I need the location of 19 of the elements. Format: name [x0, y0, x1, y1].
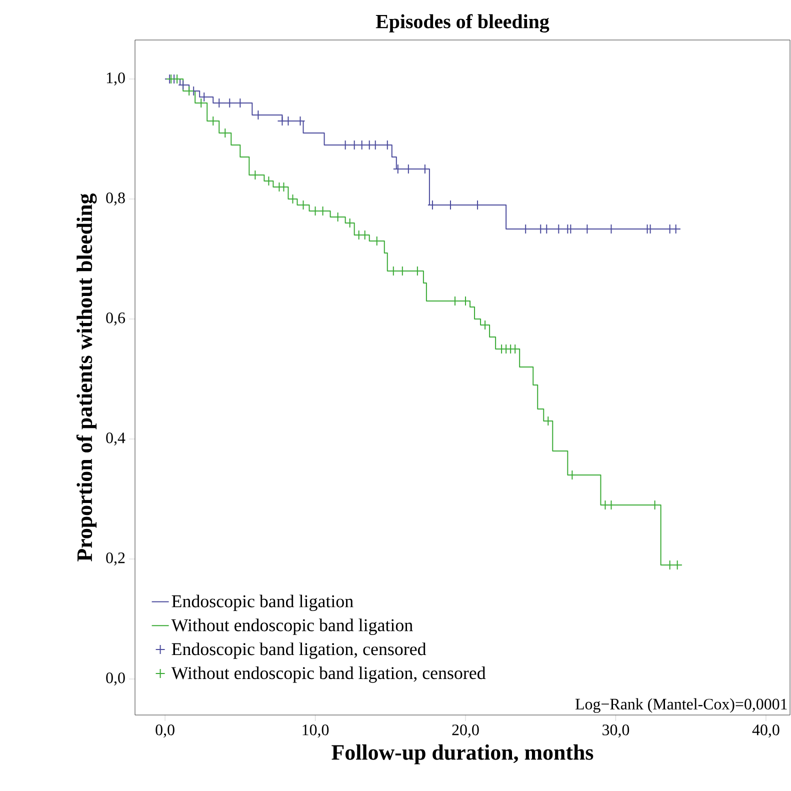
y-axis-title: Proportion of patients without bleeding: [76, 193, 97, 562]
x-tick-label: 0,0: [156, 724, 174, 738]
legend-label: Endoscopic band ligation, censored: [172, 642, 426, 659]
y-tick-label: 1,0: [106, 72, 125, 86]
x-tick-label: 30,0: [602, 724, 630, 738]
y-tick-label: 0,8: [106, 192, 125, 206]
x-axis-title: Follow-up duration, months: [332, 744, 594, 764]
annotation: Log−Rank (Mantel-Cox)=0,0001: [575, 698, 787, 713]
x-tick-label: 10,0: [302, 724, 329, 738]
chart-title: Episodes of bleeding: [376, 14, 550, 32]
x-tick-label: 40,0: [752, 724, 780, 738]
legend-label: Without endoscopic band ligation: [171, 618, 413, 635]
legend-label: Without endoscopic band ligation, censored: [171, 666, 486, 683]
y-tick-label: 0,2: [106, 552, 125, 566]
x-tick-label: 20,0: [452, 724, 479, 738]
y-tick-label: 0,0: [106, 672, 125, 686]
y-tick-label: 0,4: [106, 432, 126, 446]
y-tick-label: 0,6: [106, 312, 126, 326]
legend-label: Endoscopic band ligation: [172, 594, 354, 612]
